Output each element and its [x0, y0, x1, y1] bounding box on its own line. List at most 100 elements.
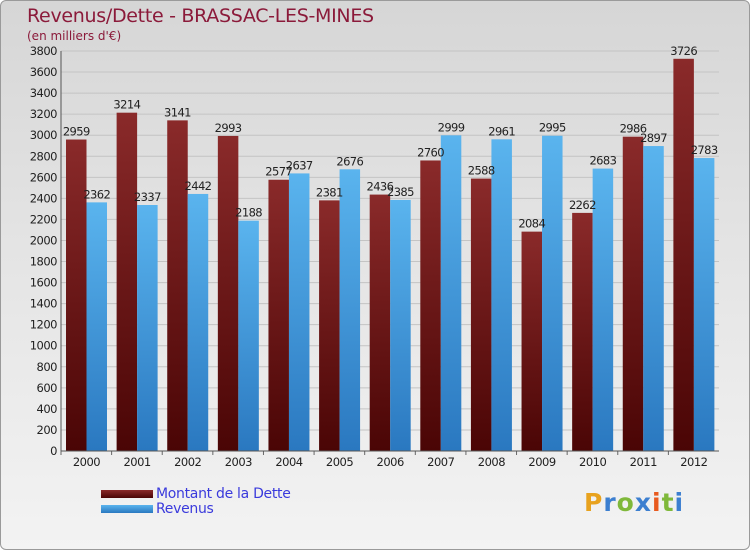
y-tick-label: 1400 [30, 297, 57, 311]
data-label: 2999 [438, 120, 465, 134]
logo-letter: o [616, 488, 635, 517]
data-label: 2442 [185, 179, 212, 193]
data-label: 2637 [286, 158, 313, 172]
x-tick-label: 2000 [73, 455, 100, 469]
y-tick-label: 800 [37, 360, 58, 374]
data-label: 2676 [336, 154, 363, 168]
chart-subtitle: (en milliers d'€) [27, 29, 122, 43]
y-tick-label: 1200 [30, 318, 57, 332]
y-tick-label: 600 [37, 381, 58, 395]
logo-letter: P [584, 488, 604, 517]
bar-dette [319, 200, 340, 451]
y-tick-label: 0 [50, 444, 57, 458]
data-label: 3214 [113, 98, 140, 112]
data-label: 2577 [265, 165, 292, 179]
proxiti-logo: Proxiti [584, 488, 684, 517]
y-tick-label: 3800 [30, 44, 57, 58]
x-tick-label: 2004 [275, 455, 302, 469]
y-tick-label: 2000 [30, 233, 57, 247]
axes [60, 51, 719, 452]
y-tick-label: 1800 [30, 255, 57, 269]
bar-revenus [491, 139, 512, 451]
y-tick-label: 2200 [30, 212, 57, 226]
bar-dette [66, 139, 87, 452]
bar-revenus [693, 158, 715, 452]
x-tick-label: 2008 [478, 455, 505, 469]
legend-label-revenus: Revenus [156, 501, 214, 517]
data-label: 3141 [164, 105, 191, 119]
bar-revenus [643, 146, 664, 452]
bar-dette [470, 178, 492, 451]
x-tick-label: 2001 [123, 455, 150, 469]
bar-dette [116, 112, 138, 452]
bar-revenus [592, 168, 614, 451]
x-tick-label: 2011 [630, 455, 657, 469]
bar-revenus [542, 135, 563, 451]
data-label: 2683 [589, 154, 616, 168]
data-label: 2961 [488, 124, 515, 138]
data-label: 2993 [215, 121, 242, 135]
data-label: 2897 [640, 131, 667, 145]
bar-revenus [339, 169, 361, 451]
legend-swatch-revenus [101, 505, 153, 513]
logo-letter: i [652, 488, 662, 517]
bar-dette [622, 136, 644, 451]
data-label: 2188 [235, 206, 262, 220]
data-label: 2084 [518, 217, 545, 231]
data-labels: 2959 2362 3214 2337 3141 2442 2993 2188 25772637… [63, 44, 719, 231]
data-label: 2995 [539, 121, 566, 135]
data-label: 3726 [670, 44, 697, 58]
y-tick-label: 2400 [30, 191, 57, 205]
bar-dette [572, 212, 593, 451]
data-label: 2362 [83, 187, 110, 201]
bar-dette [217, 135, 239, 451]
bar-revenus [137, 205, 158, 451]
data-label: 2337 [134, 190, 161, 204]
y-tick-label: 2600 [30, 170, 57, 184]
x-tick-label: 2003 [225, 455, 252, 469]
y-tick-label: 3000 [30, 128, 57, 142]
bar-revenus [440, 135, 462, 451]
bar-revenus [238, 220, 259, 451]
bar-dette [521, 231, 543, 451]
x-axis-ticks: 2000 2001 2002 2003 2004 2005 2006 2007 2008 2009… [60, 451, 708, 469]
legend-label-dette: Montant de la Dette [156, 486, 291, 502]
y-axis-ticks: 0 200 400 600 800 1000 1200 1400 1600 1800 2000 220… [30, 44, 58, 458]
y-tick-label: 2800 [30, 149, 57, 163]
data-label: 2959 [63, 125, 90, 139]
y-tick-label: 3200 [30, 107, 57, 121]
bar-revenus [390, 199, 411, 451]
bar-dette [167, 120, 188, 452]
x-tick-label: 2012 [680, 455, 707, 469]
logo-letter: r [603, 488, 617, 517]
y-tick-label: 1000 [30, 339, 57, 353]
y-tick-label: 3400 [30, 86, 57, 100]
logo-letter: t [661, 488, 675, 517]
data-label: 2381 [316, 185, 343, 199]
logo-letter: x [634, 488, 652, 517]
bar-dette [673, 58, 694, 451]
logo-letter: i [674, 488, 685, 517]
y-tick-label: 3600 [30, 65, 57, 79]
bar-dette [268, 179, 289, 451]
bar-series [66, 58, 715, 452]
data-label: 2262 [569, 198, 596, 212]
bar-revenus [187, 193, 209, 451]
x-tick-label: 2006 [377, 455, 404, 469]
data-label: 2783 [691, 143, 718, 157]
data-label: 2588 [468, 164, 495, 178]
x-tick-label: 2010 [579, 455, 606, 469]
legend-swatch-dette [101, 490, 153, 498]
data-label: 2385 [387, 185, 414, 199]
y-tick-label: 400 [37, 402, 58, 416]
data-label: 2436 [367, 180, 394, 194]
x-tick-label: 2009 [528, 455, 555, 469]
x-tick-label: 2002 [174, 455, 201, 469]
y-tick-label: 1600 [30, 276, 57, 290]
bar-revenus [288, 173, 310, 451]
bar-dette [420, 160, 441, 451]
bar-revenus [86, 202, 107, 451]
x-tick-label: 2007 [427, 455, 454, 469]
